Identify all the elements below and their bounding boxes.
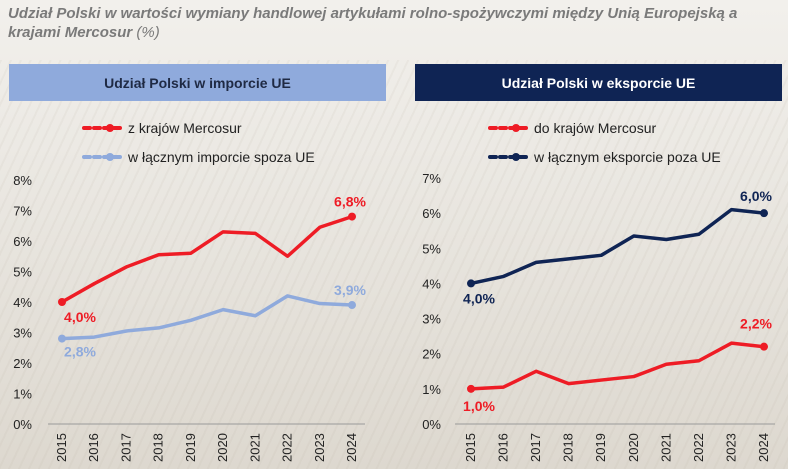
- series-end-marker: [467, 384, 475, 393]
- y-tick-label: 3%: [422, 312, 441, 327]
- x-tick-label: 2023: [312, 433, 327, 462]
- legend-label: w łącznym imporcie spoza UE: [127, 149, 315, 165]
- x-tick-label: 2022: [280, 433, 295, 462]
- data-label: 3,9%: [334, 282, 366, 298]
- x-tick-label: 2021: [658, 433, 673, 462]
- series-end-marker: [467, 279, 475, 288]
- y-tick-label: 0%: [13, 417, 32, 432]
- right-panel-header: Udział Polski w eksporcie UE: [415, 64, 782, 101]
- y-tick-label: 4%: [422, 276, 441, 291]
- x-tick-label: 2022: [691, 433, 706, 462]
- y-tick-label: 5%: [422, 241, 441, 256]
- series-line: [469, 207, 766, 286]
- data-label: 6,0%: [740, 188, 772, 204]
- import-chart: 0% 1% 2% 3% 4% 5% 6% 7% 8% 2015 2016 2017 2018 2019 20…: [13, 120, 366, 462]
- series-line: [469, 341, 766, 391]
- x-tick-label: 2015: [54, 433, 69, 462]
- y-tick-label: 6%: [13, 234, 32, 249]
- data-label: 2,8%: [64, 344, 96, 360]
- legend-marker: [106, 124, 114, 132]
- left-panel-header: Udział Polski w imporcie UE: [9, 64, 386, 101]
- title-main: Udział Polski w wartości wymiany handlow…: [8, 5, 738, 41]
- data-label: 1,0%: [463, 398, 495, 414]
- x-tick-label: 2015: [463, 433, 478, 462]
- x-tick-label: 2016: [86, 433, 101, 462]
- series-end-marker: [58, 334, 66, 343]
- legend-label: w łącznym eksporcie poza UE: [533, 149, 721, 165]
- series-end-marker: [760, 209, 768, 218]
- series-end-marker: [348, 301, 356, 310]
- x-tick-label: 2016: [496, 433, 511, 462]
- data-label: 4,0%: [64, 309, 96, 325]
- x-tick-label: 2020: [215, 433, 230, 462]
- legend-marker: [106, 153, 114, 161]
- y-tick-label: 6%: [422, 206, 441, 221]
- x-tick-label: 2019: [593, 433, 608, 462]
- legend-marker: [512, 124, 520, 132]
- series-line: [60, 214, 354, 304]
- y-tick-label: 1%: [13, 387, 32, 402]
- x-tick-label: 2019: [183, 433, 198, 462]
- y-tick-label: 8%: [13, 173, 32, 188]
- y-tick-label: 1%: [422, 382, 441, 397]
- legend-label: z krajów Mercosur: [128, 120, 242, 136]
- x-tick-label: 2024: [344, 433, 359, 462]
- x-tick-label: 2023: [723, 433, 738, 462]
- y-tick-label: 2%: [13, 356, 32, 371]
- y-tick-label: 2%: [422, 347, 441, 362]
- title-unit: (%): [136, 24, 160, 41]
- series-end-marker: [760, 342, 768, 351]
- x-tick-label: 2017: [118, 433, 133, 462]
- x-tick-label: 2021: [247, 433, 262, 462]
- y-tick-label: 0%: [422, 417, 441, 432]
- legend-label: do krajów Mercosur: [534, 120, 656, 136]
- page-title: Udział Polski w wartości wymiany handlow…: [8, 4, 768, 42]
- x-tick-label: 2020: [626, 433, 641, 462]
- series-end-marker: [348, 212, 356, 221]
- data-label: 6,8%: [334, 194, 366, 210]
- series-line: [60, 294, 354, 341]
- y-tick-label: 7%: [422, 171, 441, 186]
- x-tick-label: 2018: [561, 433, 576, 462]
- x-tick-label: 2017: [528, 433, 543, 462]
- legend-marker: [512, 153, 520, 161]
- y-tick-label: 4%: [13, 295, 32, 310]
- data-label: 4,0%: [463, 290, 495, 306]
- data-label: 2,2%: [740, 316, 772, 332]
- y-tick-label: 5%: [13, 265, 32, 280]
- x-tick-label: 2024: [756, 433, 771, 462]
- y-tick-label: 3%: [13, 326, 32, 341]
- series-end-marker: [58, 298, 66, 306]
- y-tick-label: 7%: [13, 204, 32, 219]
- x-tick-label: 2018: [151, 433, 166, 462]
